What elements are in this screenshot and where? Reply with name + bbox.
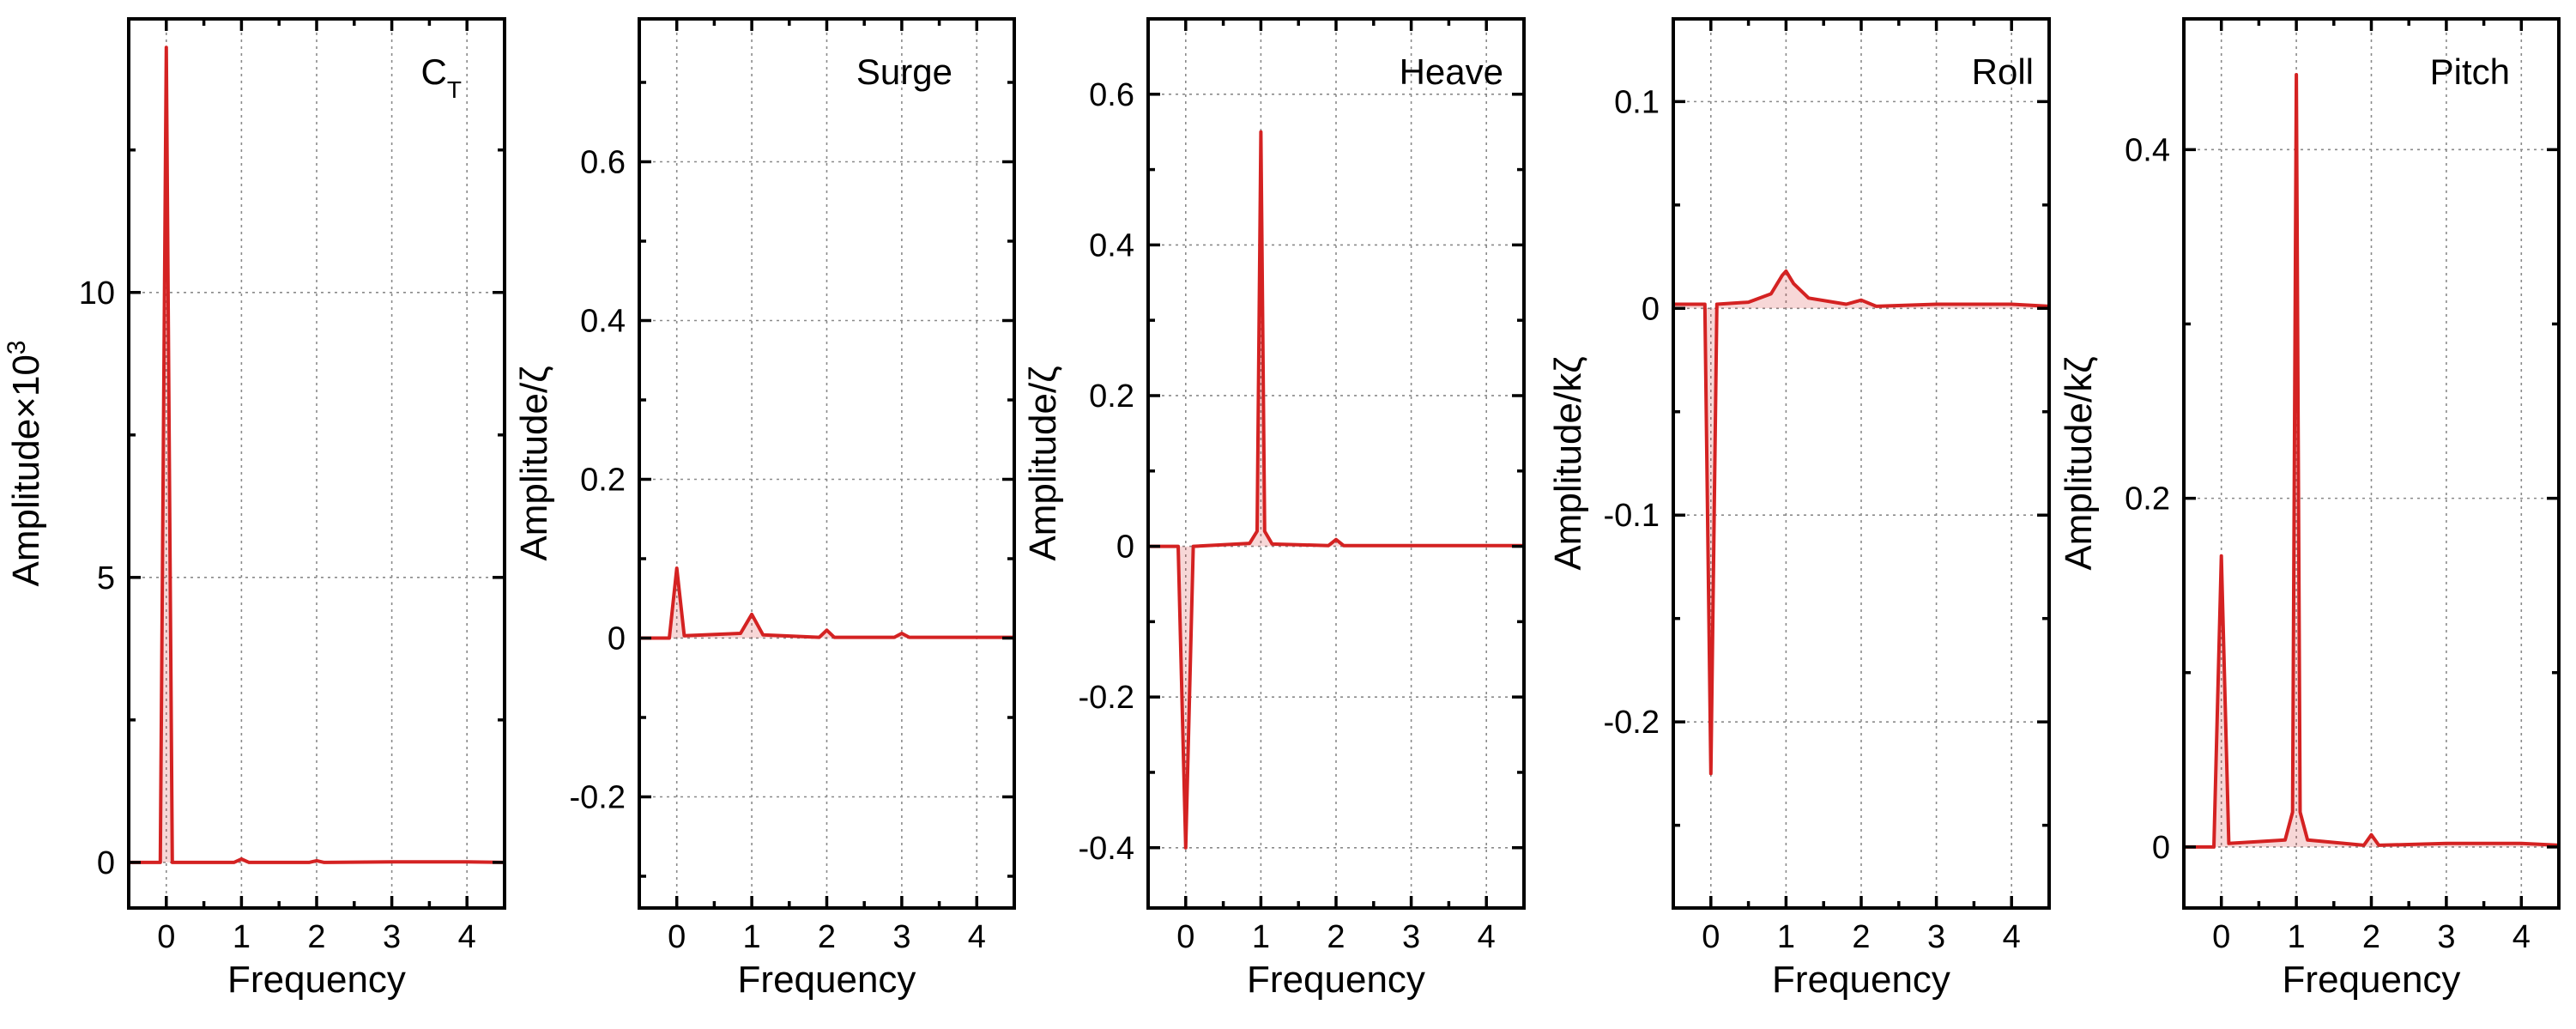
y-tick-label: -0.1	[1604, 498, 1660, 534]
y-axis-label: Amplitude/ζ	[513, 366, 555, 560]
x-tick-label: 3	[2437, 919, 2455, 955]
x-tick-label: 1	[1252, 919, 1270, 955]
y-tick-label: 0	[608, 621, 626, 657]
y-axis-label: Amplitude×103	[3, 341, 48, 587]
x-tick-label: 3	[383, 919, 401, 955]
panel-title: Surge	[856, 51, 952, 92]
x-tick-label: 1	[233, 919, 251, 955]
x-tick-label: 1	[743, 919, 761, 955]
y-tick-label: 0.6	[580, 145, 626, 181]
panel-title: CT	[421, 51, 462, 103]
x-tick-label: 0	[2212, 919, 2230, 955]
y-tick-label: -0.2	[1604, 705, 1660, 741]
x-tick-label: 3	[1927, 919, 1945, 955]
panel-title-subscript: T	[447, 76, 462, 103]
panel-title: Heave	[1400, 51, 1503, 92]
y-tick-label: 5	[97, 560, 115, 596]
x-axis-label: Frequency	[1772, 959, 1950, 1001]
panel-pitch: 0 1 2 3 4 0 0.2 0.4 Frequency Amplitude/kζ Pitch	[2058, 17, 2561, 1001]
x-tick-label: 4	[2003, 919, 2021, 955]
y-axis-label: Amplitude/kζ	[1547, 356, 1589, 570]
x-axis-label: Frequency	[738, 959, 916, 1001]
x-tick-label: 4	[2513, 919, 2531, 955]
x-tick-label: 1	[1777, 919, 1795, 955]
series-area-heave	[1148, 131, 1524, 848]
panel-roll: 0 1 2 3 4 -0.2 -0.1 0 0.1 Frequency Amplitude/kζ Ro…	[1547, 17, 2051, 1001]
series-line-surge	[639, 566, 1014, 640]
y-tick-label: 10	[79, 275, 115, 312]
series-line-roll	[1673, 269, 2050, 776]
x-tick-label: 0	[668, 919, 686, 955]
panel-surge: 0 1 2 3 4 -0.2 0 0.2 0.4 0.6 Frequency Amplitude/ζ S…	[513, 17, 1016, 1001]
y-tick-label: 0.1	[1614, 84, 1660, 120]
x-tick-label: 4	[968, 919, 986, 955]
x-tick-label: 1	[2288, 919, 2306, 955]
x-axis-label: Frequency	[1247, 959, 1425, 1001]
y-tick-label: 0.2	[580, 463, 626, 499]
x-tick-label: 3	[892, 919, 910, 955]
y-tick-label: 0	[1116, 530, 1134, 566]
y-tick-label: -0.4	[1079, 831, 1134, 867]
y-tick-label: 0	[1642, 291, 1660, 327]
y-axis-label: Amplitude/kζ	[2058, 356, 2100, 570]
y-tick-label: 0.2	[2125, 481, 2170, 518]
x-tick-label: 2	[307, 919, 325, 955]
x-tick-label: 4	[1478, 919, 1496, 955]
x-tick-label: 0	[1176, 919, 1194, 955]
y-axis-label-superscript: 3	[3, 341, 31, 355]
y-tick-label: 0.4	[2125, 132, 2170, 168]
x-tick-label: 2	[2362, 919, 2380, 955]
y-axis-label: Amplitude/ζ	[1022, 366, 1064, 560]
panel-ct: 0 1 2 3 4 0 5 10 Frequency Amplitude×103 CT	[3, 17, 506, 1001]
x-tick-label: 0	[157, 919, 175, 955]
y-tick-label: -0.2	[570, 780, 626, 816]
y-tick-label: -0.2	[1079, 680, 1134, 716]
x-tick-label: 0	[1702, 919, 1720, 955]
panel-title: Pitch	[2430, 51, 2510, 92]
series-area-pitch	[2184, 75, 2559, 847]
series-line-heave	[1148, 130, 1524, 850]
panel-heave: 0 1 2 3 4 -0.4 -0.2 0 0.2 0.4 0.6 Frequency Amplitud…	[1022, 17, 1526, 1001]
x-tick-label: 2	[1852, 919, 1870, 955]
y-tick-label: 0.4	[1089, 227, 1134, 263]
y-tick-label: 0.6	[1089, 77, 1134, 113]
y-tick-label: 0	[2152, 830, 2170, 866]
x-axis-label: Frequency	[2283, 959, 2461, 1001]
x-tick-label: 4	[458, 919, 476, 955]
x-tick-label: 2	[1327, 919, 1345, 955]
y-tick-label: 0.4	[580, 304, 626, 340]
x-axis-label: Frequency	[227, 959, 406, 1001]
y-tick-label: 0.2	[1089, 378, 1134, 415]
x-tick-label: 3	[1402, 919, 1420, 955]
y-tick-label: 0	[97, 845, 115, 881]
series-line-pitch	[2184, 73, 2560, 849]
panel-title: Roll	[1972, 51, 2034, 92]
x-tick-label: 2	[818, 919, 836, 955]
series-line-c-t	[129, 45, 505, 864]
